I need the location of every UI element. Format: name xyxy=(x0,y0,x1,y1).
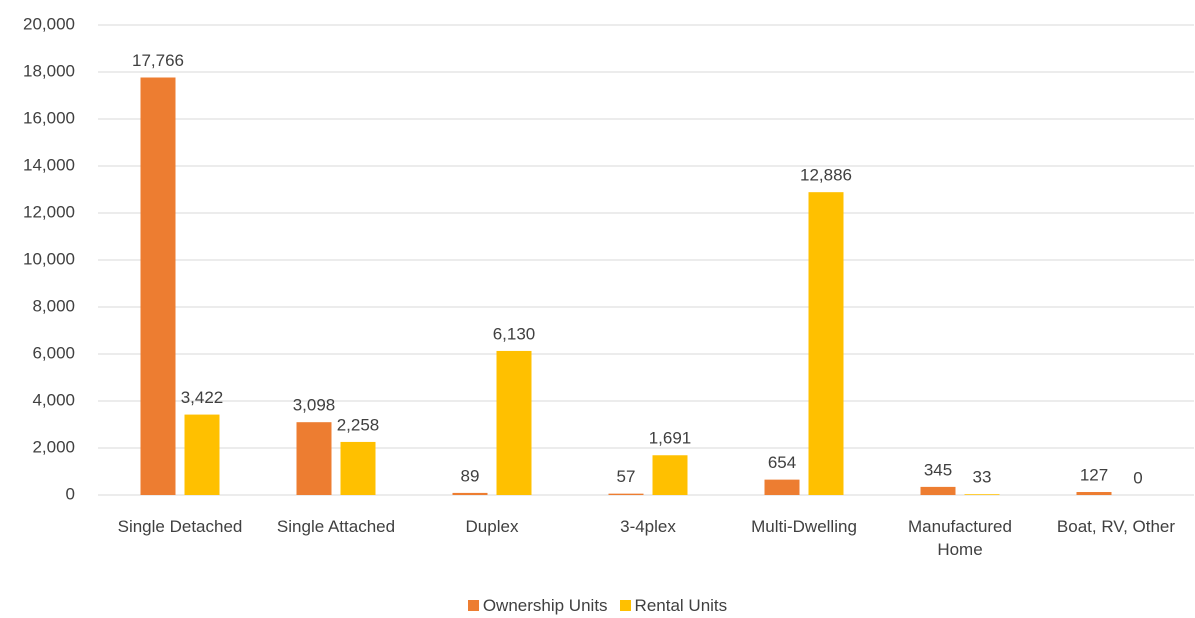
y-tick-label: 2,000 xyxy=(32,437,75,456)
y-tick-label: 20,000 xyxy=(23,14,75,33)
x-tick-label: Single Attached xyxy=(276,517,396,536)
y-tick-label: 16,000 xyxy=(23,108,75,127)
data-label: 33 xyxy=(973,468,992,487)
y-tick-label: 6,000 xyxy=(32,343,75,362)
legend-item: Ownership Units xyxy=(467,596,608,616)
legend: Ownership Units Rental Units xyxy=(0,596,1195,616)
legend-item: Rental Units xyxy=(619,596,728,616)
legend-swatch xyxy=(619,600,631,611)
data-label: 127 xyxy=(1080,465,1108,484)
x-tick-label: Manufactured Home xyxy=(908,517,1012,559)
bar xyxy=(964,494,1000,495)
data-label: 1,691 xyxy=(649,429,692,448)
x-tick-label: Duplex xyxy=(465,517,519,536)
data-label: 2,258 xyxy=(337,415,380,434)
legend-swatch xyxy=(467,600,479,611)
y-tick-label: 8,000 xyxy=(32,296,75,315)
bar xyxy=(496,350,532,495)
bar xyxy=(808,192,844,495)
x-tick-label: Single Detached xyxy=(117,517,243,536)
y-tick-label: 4,000 xyxy=(32,390,75,409)
data-label: 12,886 xyxy=(800,166,852,185)
bar xyxy=(920,486,956,495)
x-tick-label: Multi-Dwelling xyxy=(751,517,857,536)
bar xyxy=(296,422,332,495)
y-tick-label: 14,000 xyxy=(23,155,75,174)
bar xyxy=(652,455,688,495)
bar xyxy=(184,414,220,495)
data-label: 654 xyxy=(768,453,796,472)
data-label: 89 xyxy=(461,466,480,485)
legend-label: Ownership Units xyxy=(482,596,608,615)
y-tick-label: 0 xyxy=(66,484,75,503)
bar xyxy=(452,492,488,495)
data-label: 345 xyxy=(924,460,952,479)
data-label: 6,130 xyxy=(493,324,536,343)
bar xyxy=(140,77,176,496)
data-label: 3,422 xyxy=(181,388,224,407)
y-tick-label: 10,000 xyxy=(23,249,75,268)
data-label: 57 xyxy=(617,467,636,486)
data-label: 0 xyxy=(1133,468,1142,487)
bar xyxy=(764,479,800,495)
data-label: 3,098 xyxy=(293,396,336,415)
y-tick-label: 18,000 xyxy=(23,61,75,80)
x-tick-label: Boat, RV, Other xyxy=(1056,517,1176,536)
bar xyxy=(1076,492,1112,495)
bar xyxy=(340,441,376,495)
legend-label: Rental Units xyxy=(634,596,728,615)
x-tick-label: 3-4plex xyxy=(620,517,676,536)
bar xyxy=(608,493,644,495)
data-label: 17,766 xyxy=(132,51,184,70)
y-tick-label: 12,000 xyxy=(23,202,75,221)
